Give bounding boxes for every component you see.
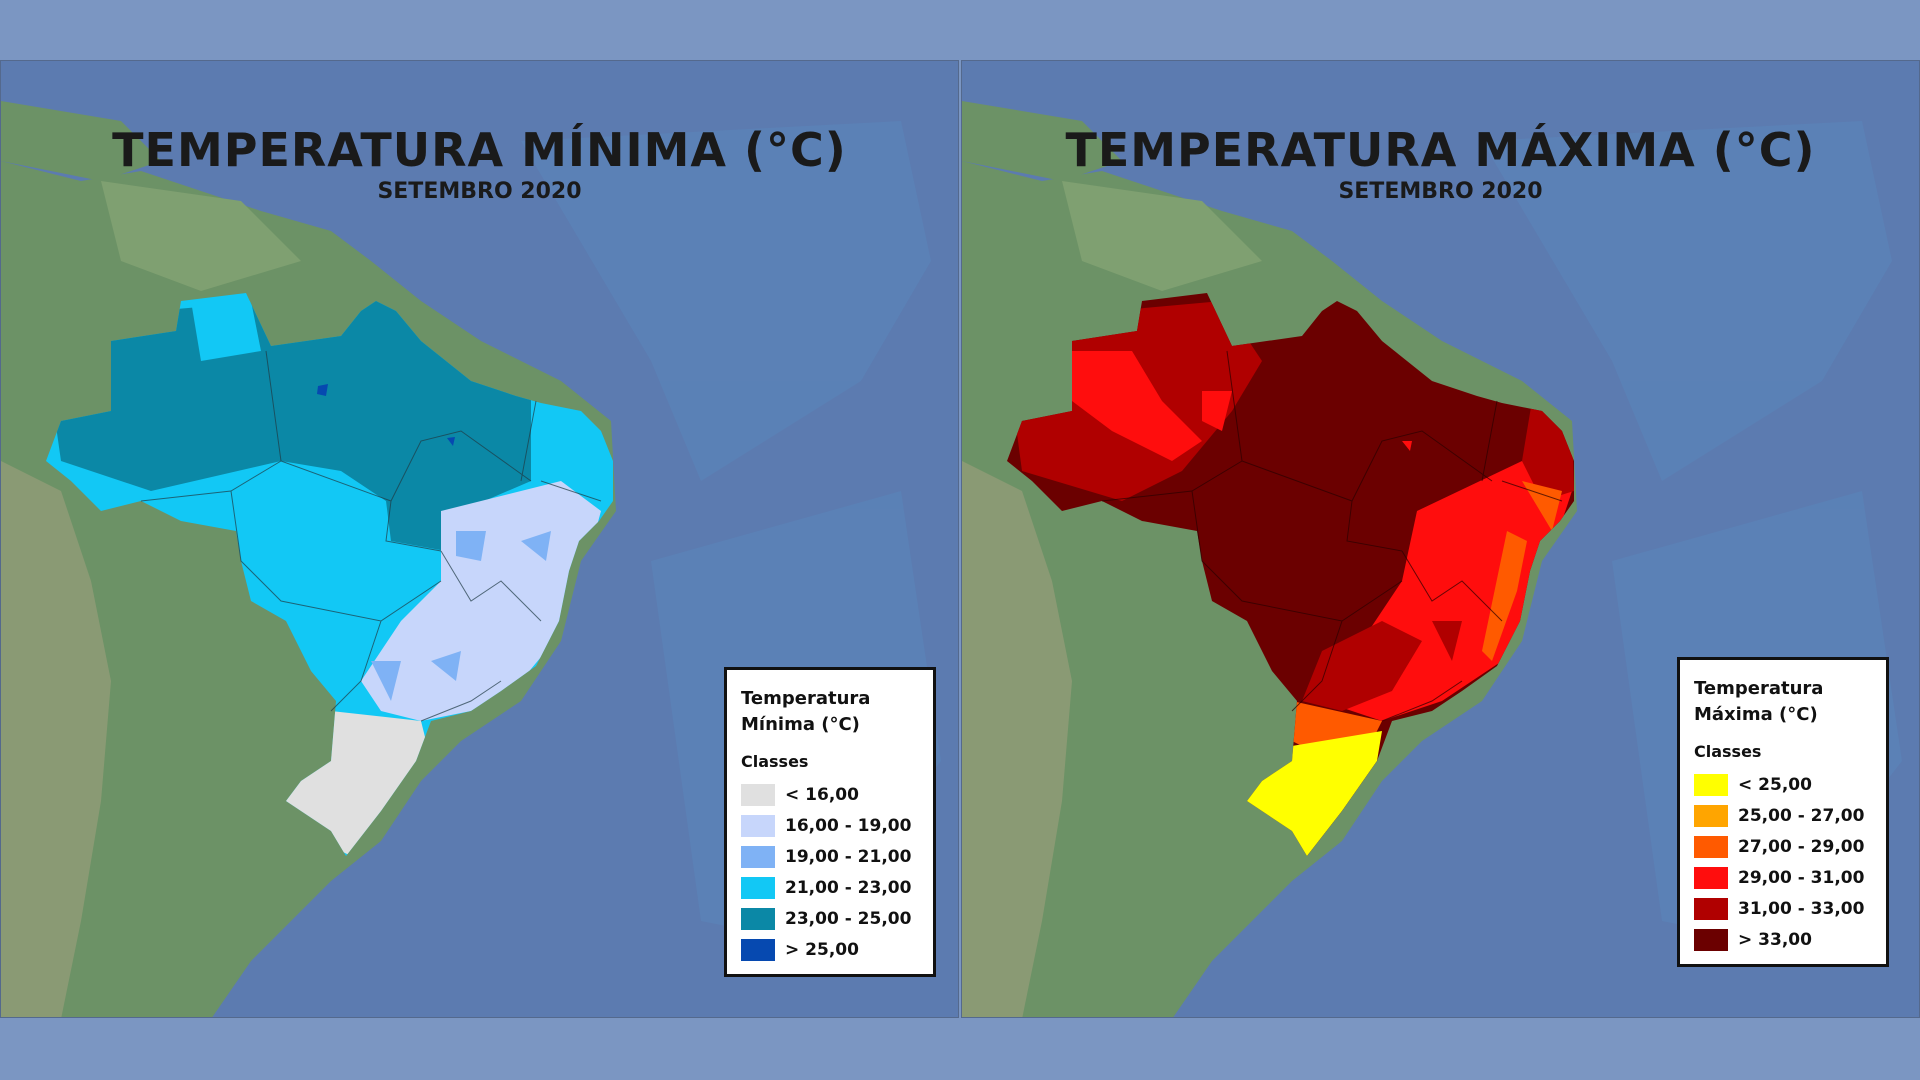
legend-title-line-1: Temperatura — [1694, 678, 1824, 699]
legend-items: < 25,00 25,00 - 27,00 27,00 - 29,00 29,0… — [1694, 769, 1872, 955]
legend-item: < 16,00 — [741, 779, 919, 810]
legend-item: 31,00 - 33,00 — [1694, 893, 1872, 924]
legend-title: Temperatura Máxima (°C) — [1694, 676, 1872, 728]
zone-31-33-southeast — [1302, 621, 1462, 711]
legend-swatch — [1694, 866, 1728, 889]
legend-title-line-1: Temperatura — [741, 688, 871, 709]
legend-box: Temperatura Mínima (°C) Classes < 16,00 … — [724, 667, 936, 977]
map-panel-minimum: TEMPERATURA MÍNIMA (°C) SETEMBRO 2020 Te… — [0, 60, 959, 1018]
andes-region — [962, 461, 1072, 1017]
state-borders — [140, 350, 602, 722]
legend-label: 25,00 - 27,00 — [1738, 805, 1865, 826]
legend-label: 19,00 - 21,00 — [785, 846, 912, 867]
caribbean-land — [1, 101, 161, 181]
guiana-highlands — [101, 181, 301, 291]
legend-swatch — [741, 938, 775, 961]
legend-label: > 25,00 — [785, 939, 859, 960]
legend-swatch — [1694, 773, 1728, 796]
legend-label: 16,00 - 19,00 — [785, 815, 912, 836]
zone-29-31-small — [1202, 391, 1232, 431]
legend-label: < 25,00 — [1738, 774, 1812, 795]
map-title: TEMPERATURA MÍNIMA (°C) — [112, 123, 847, 177]
legend-label: < 16,00 — [785, 784, 859, 805]
legend-swatch — [1694, 835, 1728, 858]
andes-region — [1, 461, 111, 1017]
zone-19-21 — [371, 531, 551, 701]
legend-title-line-2: Máxima (°C) — [1694, 704, 1818, 725]
legend-label: 27,00 - 29,00 — [1738, 836, 1865, 857]
zone-29-31-point — [1402, 441, 1412, 451]
map-panel-maximum: TEMPERATURA MÁXIMA (°C) SETEMBRO 2020 Te… — [961, 60, 1920, 1018]
temperature-zones-min — [46, 293, 601, 856]
legend-box: Temperatura Máxima (°C) Classes < 25,00 … — [1677, 657, 1889, 967]
legend-swatch — [1694, 804, 1728, 827]
legend-swatch — [741, 907, 775, 930]
legend-item: 21,00 - 23,00 — [741, 872, 919, 903]
zone-29-31-west — [1062, 351, 1202, 461]
caribbean-land — [962, 101, 1122, 181]
legend-item: 27,00 - 29,00 — [1694, 831, 1872, 862]
guiana-highlands — [1062, 181, 1262, 291]
map-title: TEMPERATURA MÁXIMA (°C) — [1065, 123, 1816, 177]
zone-23-25 — [46, 293, 531, 551]
legend-swatch — [741, 876, 775, 899]
legend-swatch — [741, 783, 775, 806]
legend-swatch — [1694, 897, 1728, 920]
zone-21-23-roraima — [191, 301, 261, 361]
legend-label: 23,00 - 25,00 — [785, 908, 912, 929]
legend-classes-label: Classes — [741, 752, 809, 771]
legend-title: Temperatura Mínima (°C) — [741, 686, 919, 738]
legend-swatch — [1694, 928, 1728, 951]
legend-label: 21,00 - 23,00 — [785, 877, 912, 898]
map-subtitle: SETEMBRO 2020 — [377, 179, 582, 204]
legend-items: < 16,00 16,00 - 19,00 19,00 - 21,00 21,0… — [741, 779, 919, 965]
legend-title-line-2: Mínima (°C) — [741, 714, 860, 735]
brazil-min-temperature-map — [1, 61, 958, 1017]
legend-label: 31,00 - 33,00 — [1738, 898, 1865, 919]
legend-item: 16,00 - 19,00 — [741, 810, 919, 841]
legend-item: 25,00 - 27,00 — [1694, 800, 1872, 831]
legend-item: > 33,00 — [1694, 924, 1872, 955]
state-borders — [1101, 350, 1563, 722]
legend-label: > 33,00 — [1738, 929, 1812, 950]
legend-item: < 25,00 — [1694, 769, 1872, 800]
map-subtitle: SETEMBRO 2020 — [1338, 179, 1543, 204]
legend-item: 29,00 - 31,00 — [1694, 862, 1872, 893]
legend-item: 19,00 - 21,00 — [741, 841, 919, 872]
legend-label: 29,00 - 31,00 — [1738, 867, 1865, 888]
zone-27-29 — [1482, 481, 1562, 661]
legend-swatch — [741, 845, 775, 868]
legend-item: 23,00 - 25,00 — [741, 903, 919, 934]
legend-classes-label: Classes — [1694, 742, 1762, 761]
brazil-max-temperature-map — [962, 61, 1919, 1017]
legend-item: > 25,00 — [741, 934, 919, 965]
legend-swatch — [741, 814, 775, 837]
